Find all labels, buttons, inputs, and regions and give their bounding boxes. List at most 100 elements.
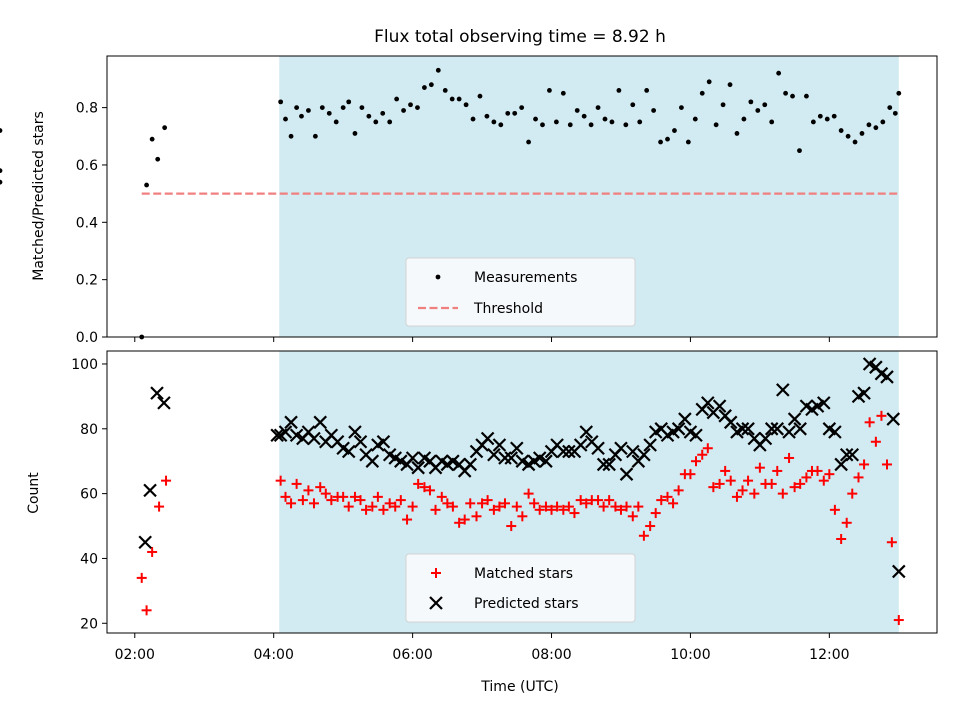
predicted-star-point <box>741 422 755 436</box>
measurement-point <box>720 102 726 108</box>
predicted-star-point <box>504 451 519 465</box>
matched-star-point <box>812 465 823 476</box>
measurement-point <box>873 125 879 131</box>
predicted-star-point <box>284 415 298 430</box>
matched-star-point <box>725 475 736 486</box>
matched-star-point <box>390 501 401 512</box>
matched-star-point <box>656 495 667 506</box>
predicted-star-point <box>480 431 495 446</box>
measurement-point <box>658 139 663 145</box>
predicted-star-point <box>776 383 790 397</box>
x-tick-label: 10:00 <box>670 647 710 663</box>
measurement-point <box>491 119 497 125</box>
measurement-point <box>540 122 545 128</box>
predicted-star-point <box>463 457 478 472</box>
matched-star-point <box>881 459 892 470</box>
measurements-series <box>0 67 902 340</box>
measurement-point <box>567 122 573 128</box>
predicted-star-point <box>562 444 576 459</box>
measurement-point <box>0 179 3 185</box>
matched-star-point <box>766 478 777 489</box>
predicted-star-point <box>817 396 831 410</box>
y-tick-label: 0.4 <box>76 215 98 231</box>
top-legend: Measurements Threshold <box>405 257 636 327</box>
legend-measurements-label: Measurements <box>474 270 577 286</box>
measurement-point <box>526 139 531 145</box>
matched-stars-series <box>136 410 904 626</box>
measurement-point <box>512 110 518 116</box>
measurement-point <box>762 102 768 108</box>
measurement-point <box>352 131 358 136</box>
measurement-point <box>380 110 386 116</box>
matched-star-point <box>841 517 852 528</box>
measurement-point <box>741 116 747 122</box>
y-tick-label: 0.0 <box>76 330 98 346</box>
measurement-point <box>706 79 712 85</box>
measurement-point <box>776 70 782 76</box>
y-tick-label: 80 <box>80 422 98 438</box>
predicted-star-point <box>886 412 901 426</box>
predicted-star-point <box>723 415 738 430</box>
matched-star-point <box>546 504 557 515</box>
matched-star-point <box>407 501 418 512</box>
measurement-point <box>278 99 284 105</box>
predicted-star-point <box>510 441 524 456</box>
matched-star-point <box>836 534 847 544</box>
matched-star-point <box>326 495 337 506</box>
predicted-star-point <box>150 386 164 400</box>
measurement-point <box>804 93 809 99</box>
matched-star-point <box>482 495 493 506</box>
measurement-point <box>340 105 346 111</box>
measurement-point <box>294 105 300 111</box>
x-axis-label: Time (UTC) <box>480 679 558 695</box>
measurement-point <box>887 105 893 111</box>
matched-star-point <box>749 488 760 499</box>
matched-star-point <box>893 615 904 626</box>
matched-star-point <box>286 498 297 509</box>
measurement-point <box>852 139 858 145</box>
measurement-point <box>630 102 636 108</box>
predicted-star-point <box>573 438 588 452</box>
matched-star-point <box>552 501 563 512</box>
matched-star-point <box>668 498 679 509</box>
measurement-point <box>299 113 304 119</box>
matched-star-point <box>506 521 517 532</box>
matched-star-point <box>297 495 308 506</box>
matched-star-point <box>419 482 430 493</box>
predicted-star-point <box>643 438 657 452</box>
measurement-point <box>366 113 372 119</box>
measurement-point <box>838 128 844 133</box>
matched-star-point <box>308 498 319 509</box>
matched-star-point <box>424 485 435 496</box>
measurement-point <box>553 119 559 125</box>
legend-box <box>405 553 636 623</box>
measurement-point <box>288 133 294 139</box>
matched-star-point <box>563 501 574 512</box>
measurement-point <box>401 108 406 113</box>
y-tick-label: 0.8 <box>76 101 98 117</box>
matched-star-point <box>575 495 586 506</box>
matched-star-point <box>494 501 505 512</box>
measurement-point <box>0 168 3 174</box>
matched-star-point <box>280 491 291 502</box>
measurement-point <box>428 82 434 88</box>
matched-star-point <box>621 501 632 512</box>
measurement-point <box>672 128 677 133</box>
measurement-point <box>692 116 698 122</box>
predicted-star-point <box>341 444 356 459</box>
matched-star-point <box>714 478 725 489</box>
measurement-point <box>797 148 802 154</box>
measurement-point <box>892 110 898 116</box>
measurement-point <box>394 96 400 102</box>
matched-star-point <box>801 472 812 483</box>
measurement-point <box>755 108 761 113</box>
measurement-point <box>637 119 643 125</box>
predicted-star-point <box>678 412 692 426</box>
x-tick-label: 04:00 <box>254 647 294 663</box>
matched-star-point <box>477 498 488 509</box>
matched-star-point <box>853 472 864 483</box>
matched-star-point <box>511 501 522 512</box>
measurement-point <box>456 96 462 102</box>
measurement-point <box>319 105 325 111</box>
